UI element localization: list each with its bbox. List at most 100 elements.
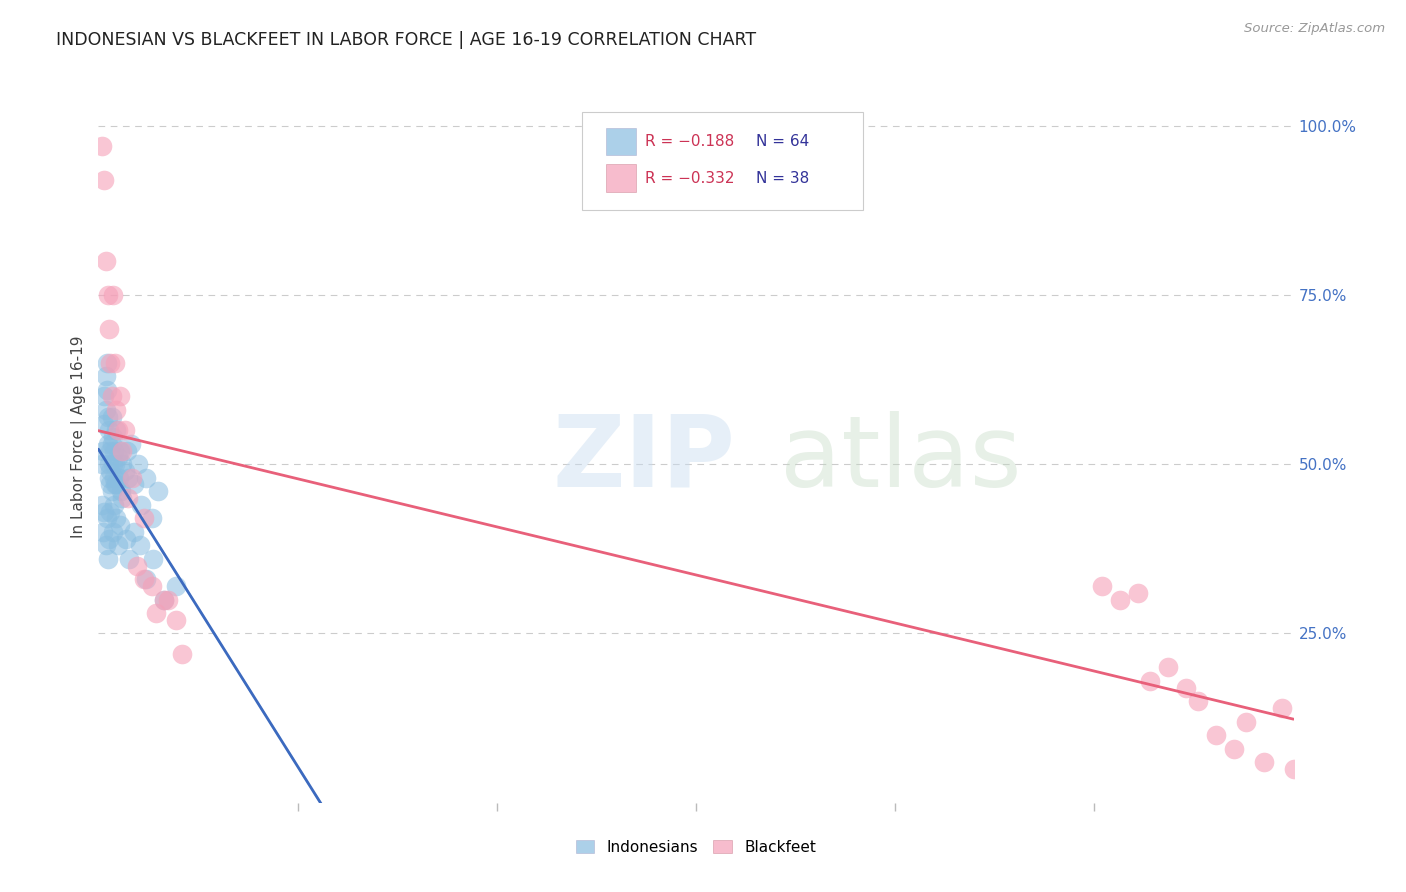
Point bbox=[1234, 714, 1257, 729]
Point bbox=[145, 606, 167, 620]
Point bbox=[127, 457, 149, 471]
Point bbox=[118, 552, 141, 566]
Point bbox=[100, 437, 122, 451]
FancyBboxPatch shape bbox=[582, 112, 863, 211]
Point bbox=[117, 471, 139, 485]
Point bbox=[98, 532, 121, 546]
Point bbox=[111, 457, 134, 471]
Point bbox=[110, 484, 132, 499]
Point bbox=[96, 383, 118, 397]
Point bbox=[97, 437, 120, 451]
Point bbox=[153, 592, 176, 607]
Point bbox=[1175, 681, 1198, 695]
Point bbox=[108, 443, 131, 458]
Point bbox=[132, 511, 155, 525]
Point bbox=[96, 511, 118, 525]
Point bbox=[107, 450, 129, 465]
Point bbox=[101, 430, 124, 444]
Text: atlas: atlas bbox=[779, 410, 1021, 508]
Point bbox=[98, 477, 122, 491]
Point bbox=[101, 457, 124, 471]
Point bbox=[105, 477, 128, 491]
Point bbox=[1109, 592, 1132, 607]
Point bbox=[96, 355, 118, 369]
Point bbox=[107, 538, 129, 552]
Point bbox=[93, 172, 115, 186]
Point bbox=[104, 477, 127, 491]
Point bbox=[108, 518, 131, 533]
Point bbox=[172, 647, 194, 661]
Text: R = −0.188: R = −0.188 bbox=[644, 134, 734, 149]
Point bbox=[91, 524, 114, 539]
Point bbox=[97, 552, 120, 566]
Point bbox=[148, 484, 170, 499]
Y-axis label: In Labor Force | Age 16-19: In Labor Force | Age 16-19 bbox=[72, 335, 87, 539]
Point bbox=[125, 558, 148, 573]
Point bbox=[1253, 755, 1275, 769]
Point bbox=[165, 613, 187, 627]
Point bbox=[1128, 586, 1150, 600]
Point bbox=[129, 538, 152, 552]
Point bbox=[93, 505, 115, 519]
Point bbox=[105, 511, 128, 525]
Point bbox=[98, 457, 121, 471]
Legend: Indonesians, Blackfeet: Indonesians, Blackfeet bbox=[569, 834, 823, 861]
Point bbox=[98, 505, 122, 519]
Point bbox=[94, 254, 117, 268]
Point bbox=[98, 443, 122, 458]
Point bbox=[107, 423, 129, 437]
Point bbox=[141, 579, 163, 593]
Point bbox=[135, 471, 157, 485]
Point bbox=[121, 471, 143, 485]
Point bbox=[1139, 673, 1161, 688]
Point bbox=[98, 471, 121, 485]
Point bbox=[93, 417, 115, 431]
Point bbox=[94, 538, 117, 552]
Point bbox=[105, 403, 128, 417]
Point bbox=[104, 457, 127, 471]
Point bbox=[104, 355, 127, 369]
Text: N = 38: N = 38 bbox=[756, 170, 808, 186]
Text: N = 64: N = 64 bbox=[756, 134, 808, 149]
Point bbox=[1187, 694, 1209, 708]
Point bbox=[101, 524, 124, 539]
Point bbox=[111, 443, 134, 458]
Text: Source: ZipAtlas.com: Source: ZipAtlas.com bbox=[1244, 22, 1385, 36]
Point bbox=[103, 443, 125, 458]
Point bbox=[124, 524, 146, 539]
Point bbox=[1091, 579, 1114, 593]
Point bbox=[105, 423, 128, 437]
Point bbox=[100, 409, 122, 424]
Point bbox=[132, 572, 155, 586]
Point bbox=[94, 403, 117, 417]
Point bbox=[111, 491, 134, 505]
Point bbox=[91, 139, 114, 153]
Point bbox=[98, 355, 122, 369]
Point bbox=[117, 491, 139, 505]
FancyBboxPatch shape bbox=[606, 164, 637, 192]
Point bbox=[114, 464, 136, 478]
Point bbox=[165, 579, 187, 593]
Point bbox=[103, 471, 125, 485]
Point bbox=[91, 443, 114, 458]
Point bbox=[100, 484, 122, 499]
Point bbox=[101, 288, 124, 302]
Point bbox=[135, 572, 157, 586]
Point bbox=[98, 322, 121, 336]
Point bbox=[115, 443, 138, 458]
Point bbox=[98, 423, 121, 437]
Text: R = −0.332: R = −0.332 bbox=[644, 170, 734, 186]
Point bbox=[115, 532, 138, 546]
Point bbox=[97, 409, 120, 424]
Point bbox=[1157, 660, 1180, 674]
Point bbox=[91, 457, 114, 471]
Point bbox=[1271, 701, 1294, 715]
Point bbox=[114, 423, 136, 437]
Point bbox=[141, 511, 163, 525]
Point bbox=[108, 389, 131, 403]
Point bbox=[93, 389, 115, 403]
Point bbox=[153, 592, 176, 607]
Point bbox=[1282, 762, 1305, 776]
Point bbox=[97, 288, 120, 302]
Point bbox=[98, 464, 122, 478]
